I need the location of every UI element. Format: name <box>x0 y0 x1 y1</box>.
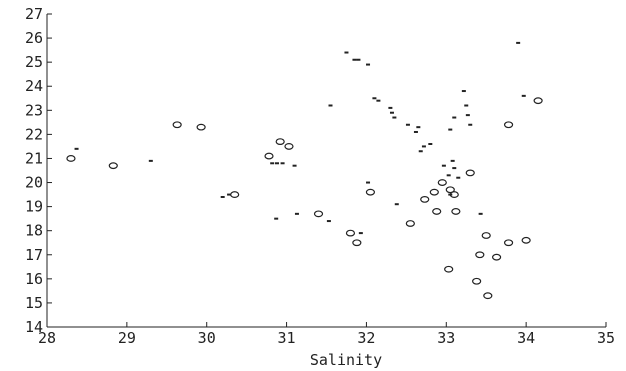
data-point-diamond <box>521 236 531 244</box>
data-point-diamond <box>172 121 182 129</box>
data-point-diamond <box>345 229 356 237</box>
y-tick-label: 21 <box>25 149 43 167</box>
data-point-diamond <box>533 97 543 105</box>
x-tick-label: 29 <box>118 329 136 347</box>
x-tick-label: 35 <box>597 329 615 347</box>
y-tick-label: 17 <box>25 246 43 264</box>
y-tick-label: 26 <box>25 29 43 47</box>
x-tick-label: 28 <box>38 329 56 347</box>
data-point-diamond <box>313 210 324 218</box>
data-point-diamond <box>284 143 294 150</box>
data-point-diamond <box>481 232 491 239</box>
axes <box>46 14 606 328</box>
data-point-diamond <box>196 123 206 131</box>
y-tick-label: 22 <box>25 125 43 143</box>
x-axis-title: Salinity <box>310 351 382 369</box>
y-tick-label: 18 <box>25 222 43 240</box>
data-point-diamond <box>503 239 514 247</box>
data-point-diamond <box>365 188 376 196</box>
x-tick-label: 32 <box>357 329 375 347</box>
data-point-diamond <box>352 239 362 247</box>
data-point-diamond <box>503 121 514 129</box>
data-point-diamond <box>451 208 461 215</box>
y-tick-label: 14 <box>25 318 43 336</box>
data-point-diamond <box>444 265 454 273</box>
y-tick-label: 19 <box>25 198 43 216</box>
y-tick-label: 27 <box>25 5 43 23</box>
y-tick-label: 24 <box>25 77 43 95</box>
data-point-diamond <box>491 253 502 261</box>
y-tick-label: 16 <box>25 270 43 288</box>
data-point-diamond <box>264 152 274 160</box>
data-point-diamond <box>475 251 485 259</box>
ticks: 28 29 30 31 32 33 34 35 14 15 16 17 18 19 20 21 22 23 24 25… <box>25 5 615 347</box>
x-tick-label: 30 <box>198 329 216 347</box>
y-tick-label: 25 <box>25 53 43 71</box>
data-point-diamond <box>108 162 118 170</box>
data-point-diamond <box>472 277 482 285</box>
data-point-diamond <box>437 179 447 186</box>
data-point-diamond <box>420 195 430 203</box>
x-tick-label: 34 <box>517 329 535 347</box>
x-tick-label: 31 <box>278 329 296 347</box>
data-point-diamond <box>483 292 493 300</box>
data-point-diamond <box>275 138 285 146</box>
data-point-diamond <box>429 188 439 196</box>
y-tick-label: 20 <box>25 174 43 192</box>
data-point-diamond <box>66 155 76 162</box>
x-tick-label: 33 <box>437 329 455 347</box>
data-point-diamond <box>230 191 240 198</box>
data-point-diamond <box>465 169 475 177</box>
y-tick-label: 15 <box>25 294 43 312</box>
data-points <box>66 41 543 300</box>
y-tick-label: 23 <box>25 101 43 119</box>
data-point-diamond <box>432 208 442 215</box>
data-point-diamond <box>405 220 415 227</box>
